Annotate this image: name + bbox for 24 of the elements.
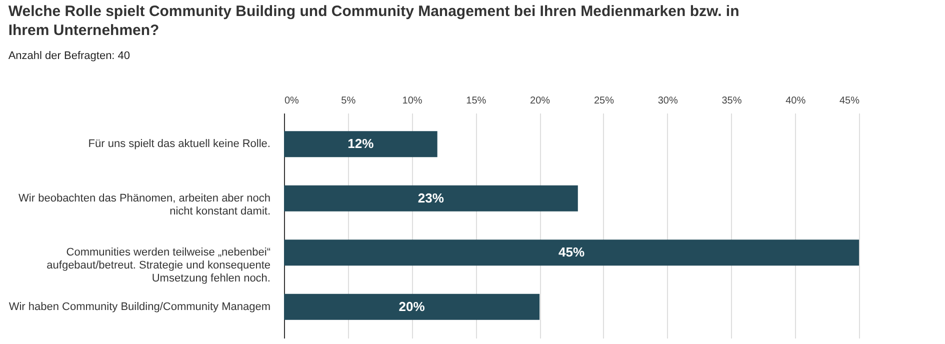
x-tick-label: 20% (530, 96, 550, 106)
y-tick-label: Wir haben Community Building/Community Managem (8, 300, 270, 313)
x-tick-label: 5% (341, 96, 356, 106)
data-label: 20% (398, 298, 426, 314)
bar (284, 240, 859, 266)
x-tick-label: 25% (594, 96, 614, 106)
y-tick-label: Wir beobachten das Phänomen, arbeiten aber noch nicht konstant damit. (18, 192, 270, 218)
bar (284, 131, 438, 158)
data-label: 12% (348, 136, 374, 152)
x-tick-label: 10% (402, 96, 422, 106)
bar (284, 185, 578, 212)
x-tick-label: 45% (839, 96, 860, 106)
x-tick-label: 15% (466, 96, 486, 106)
x-tick-label: 30% (658, 96, 678, 106)
text: Anzahl der Befragten: 40 (8, 50, 130, 62)
x-tick-label: 40% (786, 96, 806, 106)
x-tick-label: 0% (284, 96, 300, 106)
chart-title: Welche Rolle spielt Community Building und Community Management bei Ihren Medienmarken bzw. in Ihrem Unternehmen? (8, 3, 740, 39)
data-label: 23% (418, 190, 444, 206)
y-tick-label: Communities werden teilweise „nebenbei“ aufgebaut/betreut. Strategie und konsequente Umsetzung fehlen noch. (46, 246, 271, 285)
data-label: 45% (558, 244, 585, 260)
x-tick-label: 35% (722, 96, 742, 106)
bar (284, 294, 540, 320)
y-tick-label: Für uns spielt das aktuell keine Rolle. (88, 138, 270, 150)
